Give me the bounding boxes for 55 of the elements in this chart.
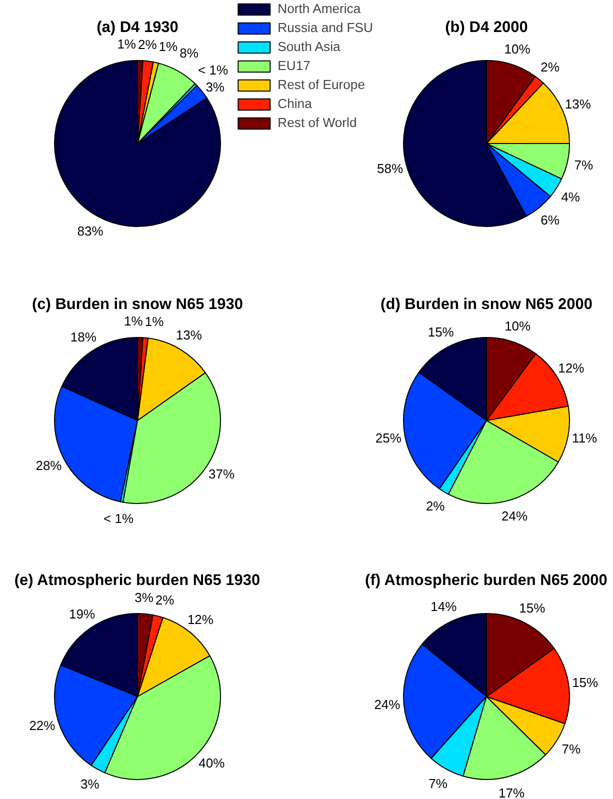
data-label: 1% [117,36,136,52]
data-label: 25% [375,430,402,446]
data-label: 8% [180,46,199,61]
data-label: 13% [564,96,592,112]
chart-title: (e) Atmospheric burden N65 1930 [14,572,260,589]
data-label: 7% [562,742,581,757]
data-label: 58% [377,160,404,176]
legend-label: Rest of Europe [278,77,365,92]
data-label: 1% [124,313,144,328]
data-label: 11% [572,430,598,446]
data-label: 24% [502,508,528,524]
legend-label: Russia and FSU [278,20,373,35]
data-label: 3% [206,80,225,95]
data-label: 13% [176,328,202,343]
data-label: 1% [144,314,164,329]
data-label: 3% [80,776,100,792]
data-label: 15% [519,600,546,616]
data-label: 15% [428,324,454,340]
data-label: 7% [574,158,594,173]
data-label: 10% [504,318,532,334]
data-label: 40% [198,755,226,770]
data-label: < 1% [198,62,228,78]
text: (a) D4 1930 [96,19,178,36]
data-label: 37% [208,466,236,482]
data-label: 2% [426,498,446,514]
data-label: 3% [134,590,154,605]
legend-label: EU17 [278,58,310,73]
data-label: 12% [187,612,214,627]
legend-label: China [278,96,312,111]
chart-title: (c) Burden in snow N65 1930 [32,296,244,313]
data-label: 2% [138,37,158,52]
legend-label: North America [278,1,361,16]
data-label: 19% [68,606,96,622]
data-label: 15% [572,674,599,690]
data-label: 1% [158,38,178,54]
data-label: 24% [374,696,401,712]
chart-title: (f) Atmospheric burden N65 2000 [365,572,608,589]
data-label: 6% [540,212,560,228]
data-label: 10% [504,41,531,56]
data-label: 17% [498,785,525,799]
data-label: < 1% [104,510,134,526]
data-label: 22% [29,718,56,734]
data-label: 7% [428,776,448,792]
legend-label: South Asia [278,39,340,54]
legend-label: Rest of World [278,115,357,130]
chart-title: (d) Burden in snow N65 2000 [380,296,592,313]
data-label: 14% [430,599,458,614]
data-label: 2% [155,592,175,608]
data-label: 12% [558,360,585,376]
data-label: 83% [77,224,104,239]
chart-title: (b) D4 2000 [445,19,528,36]
data-label: 18% [70,329,97,344]
data-label: 4% [561,189,580,204]
data-label: 2% [540,59,560,74]
data-label: 28% [36,458,62,474]
